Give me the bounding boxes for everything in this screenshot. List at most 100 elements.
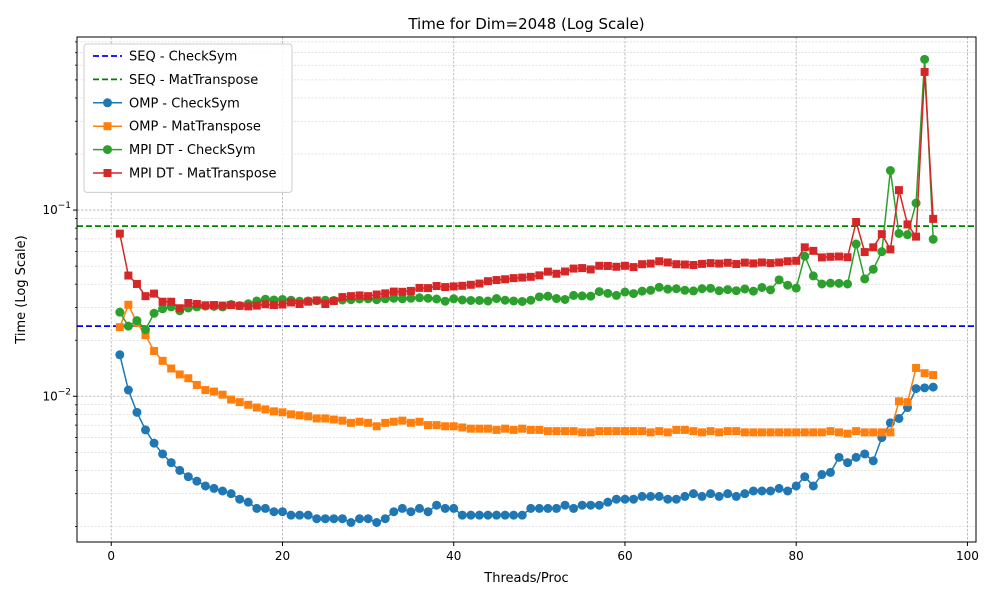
data-point xyxy=(424,421,433,430)
data-point xyxy=(885,166,895,176)
series xyxy=(115,67,938,313)
data-point xyxy=(783,428,792,437)
data-point xyxy=(561,427,570,436)
data-point xyxy=(834,452,844,462)
data-point xyxy=(449,282,458,291)
data-point xyxy=(423,507,433,517)
data-point xyxy=(500,295,510,305)
data-point xyxy=(774,275,784,285)
data-point xyxy=(518,424,527,433)
data-point xyxy=(380,514,390,524)
data-point xyxy=(835,428,844,437)
data-point xyxy=(740,258,749,267)
legend-label: SEQ - CheckSym xyxy=(129,50,237,65)
data-point xyxy=(346,517,356,527)
data-point xyxy=(638,427,647,436)
data-point xyxy=(697,284,707,294)
data-point xyxy=(817,279,827,289)
data-point xyxy=(329,296,338,305)
legend-item: SEQ - CheckSym xyxy=(93,50,237,65)
data-point xyxy=(363,514,373,524)
data-point xyxy=(766,259,775,268)
data-point xyxy=(252,503,262,513)
data-point xyxy=(663,428,672,437)
data-point xyxy=(278,300,287,309)
data-point xyxy=(312,296,321,305)
data-point xyxy=(235,301,244,310)
data-point xyxy=(509,274,518,283)
data-point xyxy=(783,486,793,496)
data-point xyxy=(287,410,296,419)
chart-title: Time for Dim=2048 (Log Scale) xyxy=(407,15,644,33)
data-point xyxy=(355,514,365,524)
data-point xyxy=(501,424,510,433)
data-point xyxy=(466,510,476,520)
data-point xyxy=(389,287,398,296)
data-point xyxy=(132,316,142,326)
data-point xyxy=(620,427,629,436)
data-point xyxy=(414,503,424,513)
data-point xyxy=(449,422,458,431)
legend-item: OMP - CheckSym xyxy=(93,96,240,111)
data-point xyxy=(732,427,741,436)
data-point xyxy=(852,427,861,436)
data-point xyxy=(269,407,278,416)
data-point xyxy=(509,510,519,520)
data-point xyxy=(441,422,450,431)
data-point xyxy=(167,364,176,373)
data-point xyxy=(920,67,929,76)
data-point xyxy=(269,507,279,517)
data-point xyxy=(688,286,698,296)
data-point xyxy=(543,427,552,436)
data-point xyxy=(492,510,502,520)
legend-marker xyxy=(103,122,112,131)
data-point xyxy=(500,510,510,520)
data-point xyxy=(843,429,852,438)
data-point xyxy=(167,297,176,306)
legend-marker xyxy=(103,98,112,108)
data-point xyxy=(611,494,621,504)
data-point xyxy=(424,284,433,293)
data-point xyxy=(552,427,561,436)
data-point xyxy=(697,491,707,501)
data-point xyxy=(586,500,596,510)
data-point xyxy=(449,294,459,304)
data-point xyxy=(620,287,630,297)
data-point xyxy=(389,507,399,517)
legend-label: OMP - CheckSym xyxy=(129,96,240,111)
data-point xyxy=(501,275,510,284)
data-point xyxy=(825,467,835,477)
data-point xyxy=(835,252,844,261)
data-point xyxy=(860,428,869,437)
data-point xyxy=(860,248,869,257)
data-point xyxy=(209,387,218,396)
data-point xyxy=(303,510,313,520)
x-tick-label: 0 xyxy=(107,549,115,563)
legend-label: MPI DT - MatTranspose xyxy=(129,167,277,182)
data-point xyxy=(483,296,493,306)
y-axis-ticks: 10−2 10−1 xyxy=(42,41,77,527)
data-point xyxy=(123,321,133,331)
reference-lines xyxy=(77,225,976,328)
data-point xyxy=(192,300,201,309)
data-point xyxy=(671,494,681,504)
data-point xyxy=(629,494,639,504)
data-point xyxy=(115,229,124,238)
data-point xyxy=(723,489,733,499)
data-point xyxy=(397,503,407,513)
data-point xyxy=(766,285,776,295)
data-point xyxy=(911,198,921,208)
data-point xyxy=(757,282,767,292)
data-point xyxy=(201,301,210,310)
data-point xyxy=(672,260,681,269)
data-point xyxy=(655,257,664,266)
data-point xyxy=(594,287,604,297)
data-point xyxy=(560,500,570,510)
data-point xyxy=(929,214,938,223)
data-point xyxy=(757,428,766,437)
data-point xyxy=(843,253,852,262)
data-point xyxy=(869,428,878,437)
data-point xyxy=(287,298,296,307)
legend-label: MPI DT - CheckSym xyxy=(129,143,256,158)
data-point xyxy=(851,239,861,249)
